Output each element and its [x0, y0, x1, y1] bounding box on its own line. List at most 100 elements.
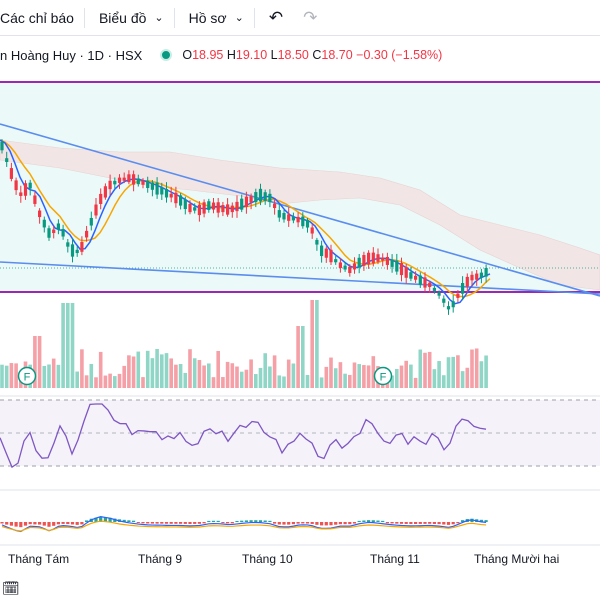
macd-bar	[80, 522, 84, 525]
x-axis-label: Tháng 9	[138, 552, 183, 566]
indicators-button[interactable]: Các chỉ báo	[0, 0, 84, 36]
candle-body	[5, 158, 9, 162]
macd-bar	[47, 522, 51, 527]
candle-body	[188, 203, 192, 213]
candle-body	[362, 255, 366, 266]
candle-body	[451, 301, 455, 308]
candle-body	[235, 201, 239, 212]
candle-body	[132, 174, 136, 185]
candle-body	[244, 196, 248, 207]
macd-bar	[150, 522, 154, 524]
volume-bar	[465, 367, 470, 388]
macd-bar	[338, 522, 342, 525]
volume-bar	[216, 350, 220, 388]
undo-icon[interactable]: ↶	[268, 7, 284, 27]
candle-body	[287, 214, 291, 221]
volume-bar	[470, 349, 474, 388]
volume-bar	[66, 303, 70, 388]
candle-body	[211, 202, 216, 210]
macd-bar	[70, 522, 75, 525]
candle-body	[310, 227, 314, 234]
volume-bar	[244, 369, 249, 388]
ichimoku-cloud	[0, 139, 600, 291]
candle-body	[75, 249, 79, 254]
volume-bar	[484, 355, 488, 388]
macd-bar	[282, 522, 286, 525]
event-marker-label: F	[24, 372, 31, 384]
low-value: 18.50	[277, 48, 309, 62]
macd-bar	[385, 522, 389, 524]
candlesticks	[0, 139, 488, 315]
candle-body	[324, 248, 328, 258]
volume-bar	[183, 372, 188, 388]
candle-body	[282, 212, 286, 220]
candle-body	[352, 263, 357, 270]
candle-body	[117, 177, 122, 183]
candle-body	[221, 205, 225, 213]
macd-bar	[75, 522, 79, 525]
candle-body	[249, 196, 253, 203]
candle-body	[52, 229, 56, 234]
volume-bar	[56, 364, 61, 388]
macd-bar	[211, 520, 216, 522]
volume-bar	[362, 365, 366, 388]
visibility-dot-icon[interactable]	[160, 49, 173, 61]
candle-body	[108, 180, 112, 190]
volume-bar	[272, 355, 277, 388]
candle-body	[174, 192, 178, 204]
candle-body	[456, 293, 460, 298]
event-marker[interactable]: F	[17, 366, 37, 386]
volume-bar	[305, 375, 310, 388]
chart-type-button[interactable]: Biểu đồ ⌄	[85, 0, 174, 36]
macd-bar	[456, 522, 460, 524]
toolbar-divider	[173, 7, 175, 28]
volume-bar	[211, 377, 216, 388]
macd-bar	[23, 522, 28, 526]
macd-bar	[437, 522, 441, 525]
macd-bar	[343, 522, 347, 525]
candle-body	[315, 239, 319, 245]
candle-body	[230, 205, 234, 213]
candle-body	[14, 180, 18, 191]
candle-body	[423, 277, 427, 288]
macd-bar	[414, 522, 418, 524]
candle-body	[226, 204, 230, 215]
profile-button[interactable]: Hồ sơ ⌄	[175, 0, 254, 36]
candle-body	[475, 273, 479, 280]
candle-body	[146, 180, 150, 189]
candle-body	[484, 268, 488, 277]
candle-body	[216, 202, 220, 213]
candle-body	[33, 195, 37, 204]
macd-bar	[113, 518, 117, 522]
volume-bar	[9, 363, 14, 388]
macd-signal-line	[1, 520, 487, 532]
macd-bar	[367, 520, 371, 522]
event-marker[interactable]: F	[373, 366, 393, 386]
volume-bar	[235, 366, 239, 388]
calendar-icon[interactable]: 🗓	[2, 580, 20, 596]
macd-line	[1, 516, 487, 533]
macd-bar	[127, 520, 131, 522]
candle-body	[329, 249, 333, 263]
candle-body	[343, 265, 347, 270]
candle-body	[183, 199, 187, 210]
macd-bar	[108, 517, 112, 522]
volume-bars	[0, 300, 488, 388]
macd-bar	[287, 522, 291, 525]
volume-bar	[33, 336, 37, 388]
candle-body	[428, 282, 432, 288]
event-marker-label: F	[380, 372, 387, 384]
candle-body	[113, 180, 117, 185]
macd-bar	[254, 520, 258, 522]
redo-icon[interactable]: ↷	[303, 7, 318, 27]
volume-bar	[357, 364, 361, 388]
macd-bar	[155, 522, 159, 524]
candle-body	[56, 223, 60, 230]
volume-bar	[446, 357, 451, 388]
rsi-line	[0, 403, 487, 469]
x-axis-label: Tháng 10	[242, 552, 293, 566]
macd-bar	[268, 520, 272, 522]
volume-bar	[324, 366, 329, 388]
volume-bar	[51, 358, 56, 388]
